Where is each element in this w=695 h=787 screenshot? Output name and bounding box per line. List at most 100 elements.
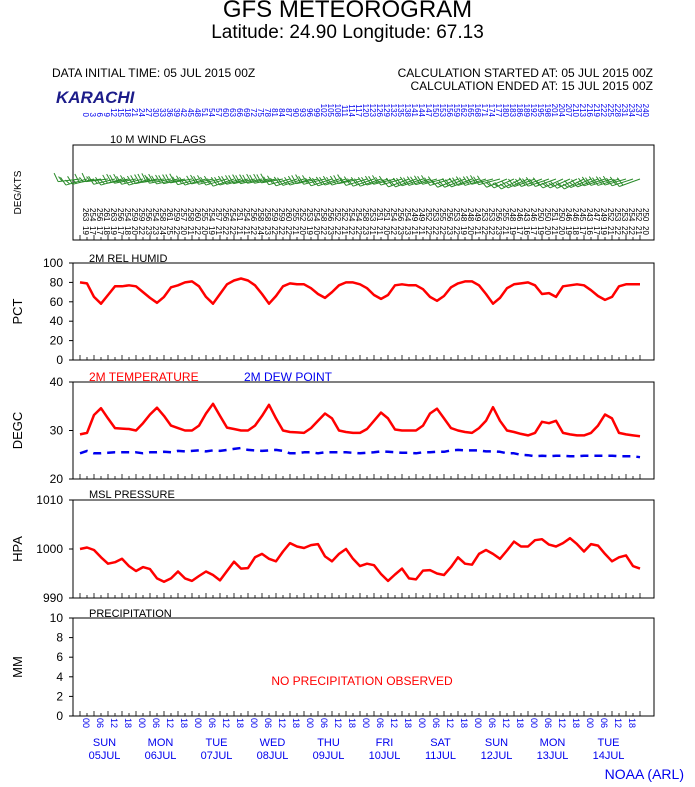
wind-barb-feather [436, 181, 442, 187]
wind-direction-label: 254 [354, 208, 363, 222]
forecast-hour-label: 120 [361, 104, 370, 118]
wind-barb-feather [385, 177, 393, 186]
wind-barb [144, 173, 172, 184]
wind-speed-label: 22 [228, 226, 237, 235]
wind-barb-feather [235, 175, 241, 184]
x-hour-label: 00 [529, 718, 539, 728]
wind-barb-feather [543, 180, 551, 189]
page-subtitle: Latitude: 24.90 Longitude: 67.13 [211, 22, 484, 43]
x-hour-label: 18 [123, 718, 133, 728]
wind-barb-feather [522, 178, 529, 187]
wind-direction-label: 243 [585, 208, 594, 222]
wind-speed-label: 16 [585, 226, 594, 235]
x-hour-label: 00 [81, 718, 91, 728]
wind-speed-label: 19 [564, 226, 573, 235]
forecast-hour-label: 36 [165, 108, 174, 117]
wind-direction-label: 253 [452, 208, 461, 222]
forecast-hour-label: 228 [613, 104, 622, 118]
calc-started: CALCULATION STARTED AT: 05 JUL 2015 00Z [397, 66, 653, 80]
wind-direction-label: 243 [522, 208, 531, 222]
wind-barb-feather [364, 175, 372, 185]
forecast-hour-label: 63 [228, 108, 237, 117]
x-hour-label: 18 [235, 718, 245, 728]
wind-barb-feather [595, 176, 603, 185]
x-date-label: 10JUL [369, 750, 401, 762]
forecast-hour-label: 183 [508, 104, 517, 118]
x-day-label: FRI [376, 737, 394, 749]
wind-direction-label: 256 [494, 208, 503, 222]
wind-speed-label: 21 [186, 226, 195, 235]
forecast-hour-label: 201 [550, 104, 559, 118]
wind-barb [508, 178, 536, 187]
wind-barb-feather [86, 176, 91, 182]
x-hour-label: 18 [459, 718, 469, 728]
panel-frame-rh [72, 262, 655, 361]
wind-barb-feather [413, 175, 421, 184]
x-hour-label: 18 [347, 718, 357, 728]
wind-barb [480, 178, 508, 188]
forecast-hour-label: 42 [179, 108, 188, 117]
pressure-panel-title: MSL PRESSURE [89, 489, 175, 501]
wind-barb-feather [513, 181, 519, 186]
wind-direction-label: 258 [319, 208, 328, 222]
wind-speed-label: 16 [522, 226, 531, 235]
forecast-hour-label: 99 [312, 108, 321, 117]
wind-barb [361, 175, 389, 186]
wind-barb-feather [186, 175, 192, 185]
wind-direction-label: 263 [81, 208, 90, 222]
page-title: GFS METEOROGRAM [222, 0, 473, 23]
wind-barb [109, 173, 137, 184]
forecast-hour-label: 189 [522, 104, 531, 118]
forecast-hour-label: 240 [641, 104, 650, 118]
wind-direction-label: 250 [557, 208, 566, 222]
wind-barb-feather [368, 176, 375, 185]
wind-barb-feather [406, 176, 414, 185]
forecast-hour-label: 93 [298, 108, 307, 117]
wind-barb-feather [396, 177, 403, 187]
wind-barb [515, 177, 543, 187]
wind-direction-label: 254 [151, 208, 160, 222]
wind-barb-feather [158, 175, 164, 184]
x-hour-label: 12 [613, 718, 623, 728]
wind-speed-label: 22 [277, 226, 286, 235]
x-date-label: 08JUL [257, 750, 289, 762]
x-hour-label: 06 [319, 718, 329, 728]
forecast-hour-label: 72 [249, 108, 258, 117]
wind-speed-label: 17 [592, 226, 601, 235]
wind-barb-feather [88, 176, 95, 185]
wind-barb-feather [232, 174, 238, 183]
wind-barb-feather [421, 175, 427, 184]
calc-ended: CALCULATION ENDED AT: 15 JUL 2015 00Z [410, 79, 653, 93]
wind-direction-label: 253 [487, 208, 496, 222]
x-date-label: 07JUL [201, 750, 233, 762]
wind-direction-label: 251 [375, 208, 384, 222]
x-hour-label: 00 [193, 718, 203, 728]
wind-barb-feather [58, 176, 63, 182]
y-tick-label: 2 [56, 689, 63, 703]
wind-barb-feather [305, 177, 312, 187]
wind-speed-label: 22 [193, 226, 202, 235]
wind-direction-label: 256 [95, 208, 104, 222]
wind-direction-label: 260 [284, 208, 293, 222]
wind-direction-label: 256 [326, 208, 335, 222]
wind-barb-feather [485, 181, 491, 187]
wind-barb [501, 178, 529, 189]
wind-speed-label: 19 [536, 226, 545, 235]
wind-speed-label: 17 [529, 226, 538, 235]
wind-direction-label: 254 [242, 208, 251, 222]
wind-speed-label: 23 [403, 226, 412, 235]
wind-barb-feather [203, 175, 211, 185]
wind-barb-feather [508, 178, 515, 187]
wind-barb-feather [466, 176, 473, 185]
wind-barb-feather [81, 172, 87, 182]
wind-barb-feather [343, 176, 351, 185]
wind-barb-feather [228, 175, 234, 184]
wind-barb-feather [459, 177, 466, 186]
wind-barb-feather [569, 182, 575, 187]
wind-barb-feather [375, 176, 382, 186]
wind-direction-label: 254 [207, 208, 216, 222]
wind-barb [137, 173, 165, 183]
wind-barb-feather [197, 175, 203, 184]
wind-barb-feather [562, 183, 569, 188]
forecast-hour-label: 0 [81, 113, 90, 118]
